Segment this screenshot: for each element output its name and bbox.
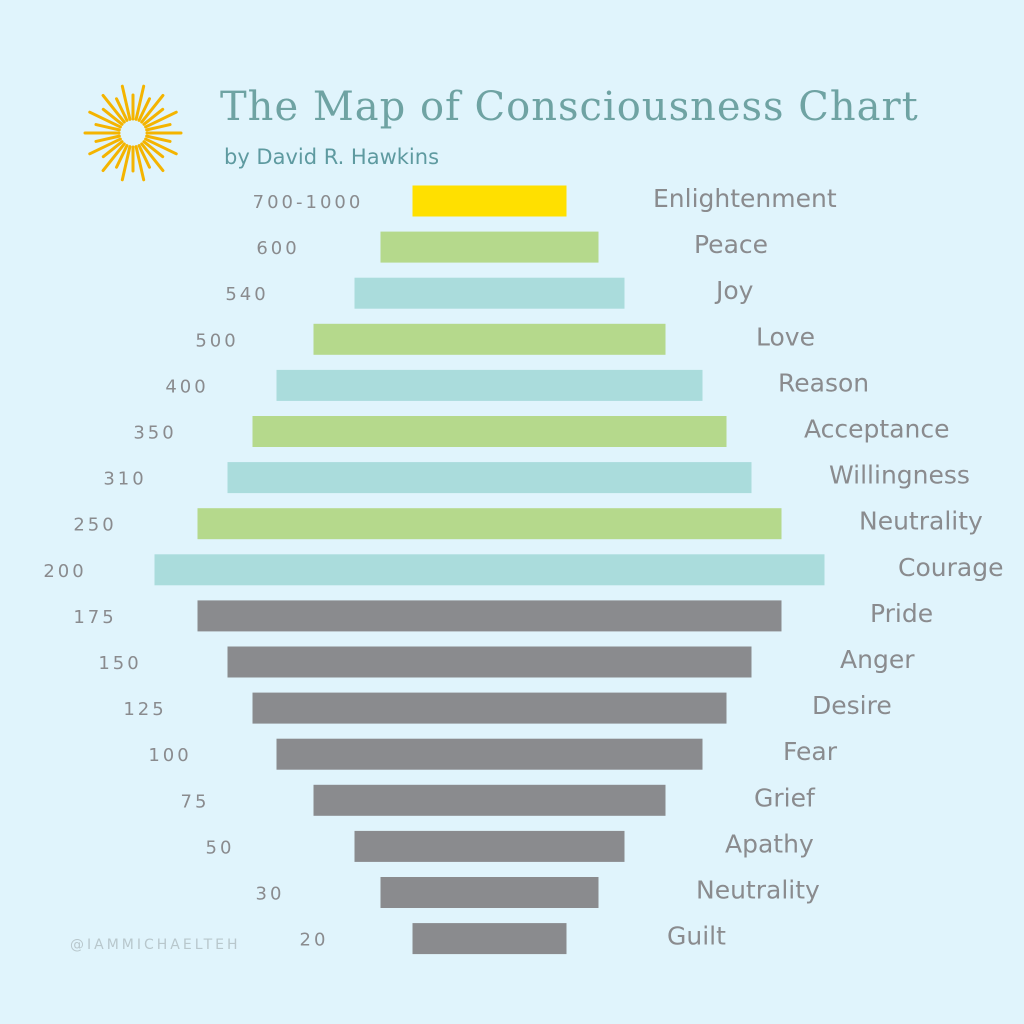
level-bar	[354, 830, 625, 862]
calibration: 75	[181, 791, 210, 812]
level-bar	[380, 877, 599, 908]
sun-ray	[115, 144, 129, 169]
level-name: Grief	[754, 783, 816, 812]
level-name: Peace	[694, 230, 768, 259]
level-bar	[313, 323, 666, 355]
level-bar	[276, 369, 703, 401]
level-name: Apathy	[725, 829, 814, 858]
level-name: Enlightenment	[653, 184, 837, 213]
sun-ray	[134, 145, 146, 182]
level-bar	[227, 646, 752, 678]
calibration: 350	[133, 423, 176, 444]
sun-ray	[94, 123, 121, 132]
level-bar	[154, 554, 825, 586]
sun-ray	[142, 107, 165, 126]
level-bar	[252, 692, 727, 724]
sun-ray	[144, 110, 178, 129]
sun-ray	[101, 93, 126, 124]
title: The Map of Consciousness Chart	[220, 84, 919, 130]
calibration: 600	[256, 238, 299, 259]
level-bar	[412, 923, 567, 955]
level-name: Neutrality	[859, 507, 983, 536]
calibration: 125	[123, 699, 166, 720]
sun-ray	[137, 144, 151, 169]
sun-ray	[101, 142, 126, 173]
sun-ray	[134, 84, 146, 121]
sun-ray	[88, 110, 122, 129]
sun-ray	[101, 140, 124, 159]
calibration: 310	[103, 469, 146, 490]
credit: @IAMMICHAELTEH	[70, 937, 241, 953]
calibration: 200	[43, 561, 86, 582]
calibration: 100	[148, 745, 191, 766]
level-name: Reason	[778, 368, 869, 397]
level-name: Pride	[870, 599, 933, 628]
level-name: Fear	[783, 737, 838, 766]
level-bar	[252, 416, 727, 447]
calibration: 700-1000	[253, 192, 364, 213]
calibration: 150	[98, 653, 141, 674]
subtitle: by David R. Hawkins	[224, 145, 439, 169]
level-bar	[197, 600, 782, 632]
level-name: Courage	[898, 553, 1003, 582]
calibration: 50	[206, 837, 235, 858]
sun-ray	[94, 134, 121, 143]
level-name: Neutrality	[696, 876, 820, 905]
calibration: 400	[165, 376, 208, 397]
sun-ray	[88, 137, 122, 156]
sun-ray	[140, 142, 165, 173]
calibration: 500	[195, 330, 238, 351]
sun-ray	[144, 137, 178, 156]
level-bar	[276, 738, 703, 770]
sun-ray	[145, 134, 172, 143]
sun-ray	[101, 107, 124, 126]
level-name: Guilt	[667, 922, 726, 951]
level-bar	[354, 277, 625, 309]
level-name: Willingness	[829, 461, 970, 490]
sun-ray	[145, 123, 172, 132]
level-name: Love	[756, 322, 815, 351]
sun-ray	[140, 93, 165, 124]
level-bar	[197, 508, 782, 540]
level-bar	[313, 784, 666, 816]
calibration: 30	[256, 884, 285, 905]
level-bar	[412, 185, 567, 217]
calibration: 250	[73, 515, 116, 536]
level-bar	[227, 462, 752, 494]
calibration: 175	[73, 607, 116, 628]
sun-ray	[120, 145, 132, 182]
sun-ray	[120, 84, 132, 121]
level-name: Anger	[840, 645, 915, 674]
calibration: 20	[300, 930, 329, 951]
level-name: Desire	[812, 691, 892, 720]
sun-ray	[137, 97, 151, 122]
level-bar	[380, 231, 599, 263]
calibration: 540	[225, 284, 268, 305]
level-name: Joy	[714, 276, 754, 305]
sun-icon	[83, 84, 183, 182]
sun-ray	[142, 140, 165, 159]
sun-ray	[115, 97, 129, 122]
level-name: Acceptance	[804, 415, 950, 444]
